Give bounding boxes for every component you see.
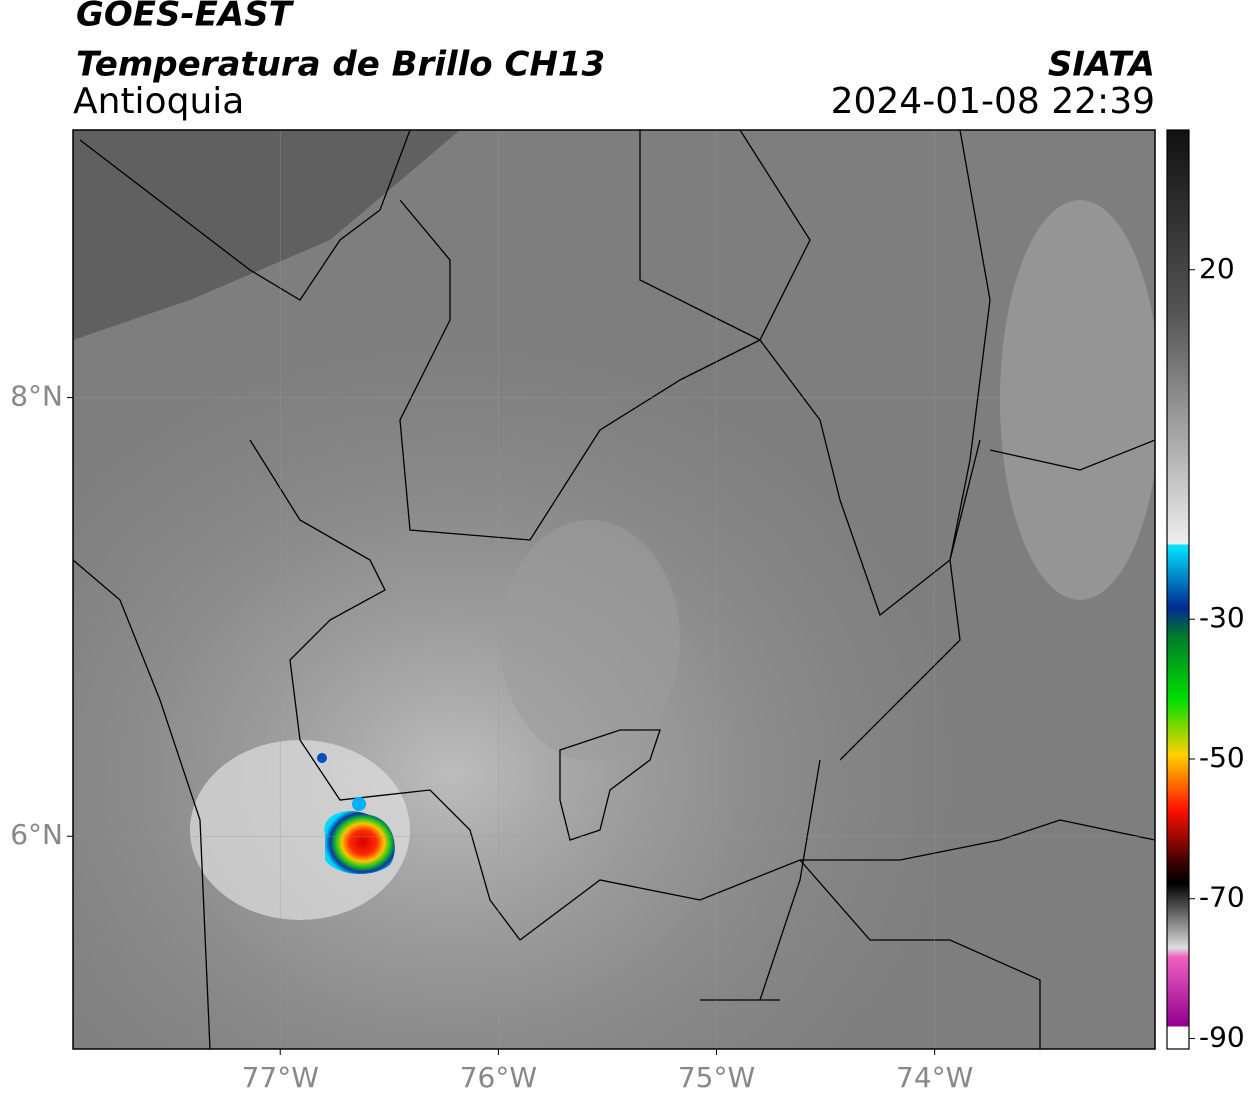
x-tick-label: 75°W [678,1061,755,1094]
colorbar-tick-label: -30 [1199,601,1245,634]
colorbar-tick-label: 20 [1199,252,1235,285]
colorbar-tick-label: -70 [1199,881,1245,914]
storm-cell [352,797,366,811]
region: Antioquia [73,81,244,122]
colorbar [1166,129,1190,1050]
datetime: 2024-01-08 22:39 [831,81,1155,122]
y-tick-label: 8°N [10,380,63,413]
source: SIATA [1048,45,1155,85]
title: GOES-EAST [76,0,295,35]
colorbar-tick-label: -50 [1199,741,1245,774]
cloud [190,740,410,920]
cloud [500,520,680,760]
subtitle: Temperatura de Brillo CH13 [76,45,605,85]
x-tick-label: 76°W [460,1061,537,1094]
colorbar-tick-label: -90 [1199,1021,1245,1054]
x-tick-label: 74°W [896,1061,973,1094]
borders [73,130,1155,1049]
cloud [1000,200,1155,600]
storm-cell [317,753,327,763]
borders [559,729,661,841]
map-image [73,130,1155,1049]
x-tick-label: 77°W [242,1061,319,1094]
y-tick-label: 6°N [10,818,63,851]
map-frame [72,129,1156,1050]
storm-cell [324,811,395,875]
